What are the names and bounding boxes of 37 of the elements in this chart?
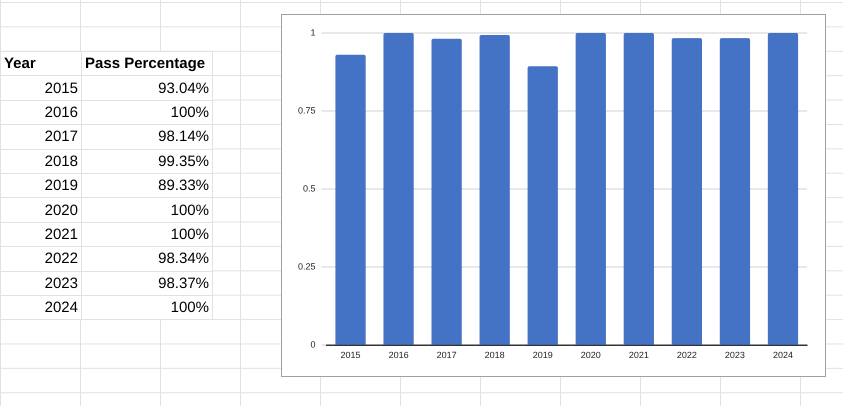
- category-label: 2015: [44, 80, 78, 97]
- text: 93.04%: [82, 76, 212, 100]
- x-tick-label: 2015: [340, 350, 361, 360]
- category-label: 2016: [44, 104, 78, 121]
- text: 100%: [82, 222, 212, 247]
- text: 100%: [82, 295, 212, 320]
- text: 98.34%: [82, 246, 212, 272]
- text: 98.37%: [82, 271, 212, 296]
- x-tick-label: 2017: [436, 350, 457, 360]
- category-label: 2018: [44, 152, 78, 170]
- category-label: 2019: [44, 177, 78, 194]
- y-tick-label: 0.75: [298, 106, 316, 116]
- x-tick-label: 2023: [724, 350, 745, 360]
- x-tick-label: 2020: [580, 350, 601, 360]
- x-tick-label: 2016: [388, 350, 409, 360]
- category-label: 2022: [44, 250, 78, 268]
- y-tick-label: 0.25: [298, 262, 316, 272]
- category-label: 2023: [44, 274, 78, 292]
- text: Pass Percentage: [82, 52, 212, 76]
- x-tick-label: 2022: [676, 350, 697, 360]
- category-label: 2020: [44, 202, 78, 219]
- text: 100%: [82, 100, 212, 125]
- y-tick-label: 0: [310, 340, 316, 350]
- x-tick-label: 2018: [484, 350, 505, 360]
- category-label: 2017: [44, 128, 78, 146]
- text: 89.33%: [82, 173, 212, 198]
- y-tick-label: 0.5: [303, 184, 316, 194]
- x-tick-label: 2024: [772, 350, 793, 360]
- category-label: 2024: [44, 299, 78, 316]
- text: 98.14%: [82, 124, 212, 150]
- text: Year: [0, 52, 82, 76]
- text: 99.35%: [82, 149, 212, 174]
- x-tick-label: 2021: [628, 350, 649, 360]
- y-tick-label: 1: [310, 27, 316, 38]
- x-tick-label: 2019: [532, 350, 553, 360]
- category-label: 2021: [44, 226, 78, 243]
- text: 100%: [82, 198, 212, 222]
